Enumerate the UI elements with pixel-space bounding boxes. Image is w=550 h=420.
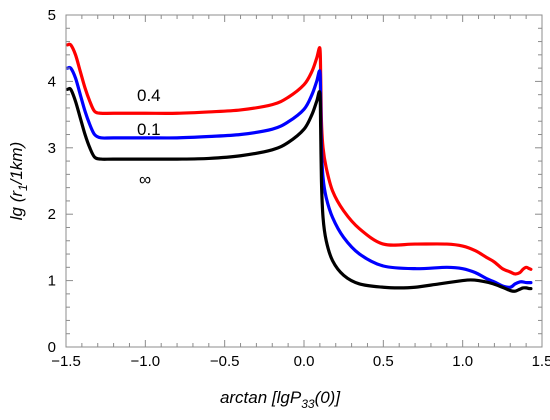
y-tick-label: 0 bbox=[48, 339, 56, 356]
series-line-2 bbox=[65, 86, 533, 293]
x-tick-label: 1.0 bbox=[452, 353, 473, 370]
x-tick-label: 1.5 bbox=[532, 353, 550, 370]
y-tick-label: 3 bbox=[48, 140, 56, 157]
curve-label-2: ∞ bbox=[139, 170, 151, 189]
plot-frame bbox=[65, 14, 543, 348]
curve-label-1: 0.1 bbox=[137, 120, 161, 139]
curves-layer bbox=[65, 42, 533, 293]
y-tick-label: 2 bbox=[48, 206, 56, 223]
y-ticks: 0 1 2 3 4 5 bbox=[48, 7, 542, 356]
x-ticks: −1.5 −1.0 −0.5 0.0 0.5 1.0 1.5 bbox=[51, 15, 550, 370]
y-tick-label: 1 bbox=[48, 273, 56, 290]
x-tick-label: 0.5 bbox=[373, 353, 394, 370]
y-tick-label: 4 bbox=[48, 73, 56, 90]
x-tick-label: −1.0 bbox=[131, 353, 161, 370]
y-axis-label: lg (r1/1km) bbox=[7, 142, 30, 220]
x-axis-label: arctan [lgP33(0)] bbox=[220, 388, 341, 411]
y-tick-label: 5 bbox=[48, 7, 56, 24]
curve-label-0: 0.4 bbox=[137, 86, 161, 105]
x-tick-label: 0.0 bbox=[294, 353, 315, 370]
x-tick-label: −1.5 bbox=[51, 353, 81, 370]
x-tick-label: −0.5 bbox=[210, 353, 240, 370]
